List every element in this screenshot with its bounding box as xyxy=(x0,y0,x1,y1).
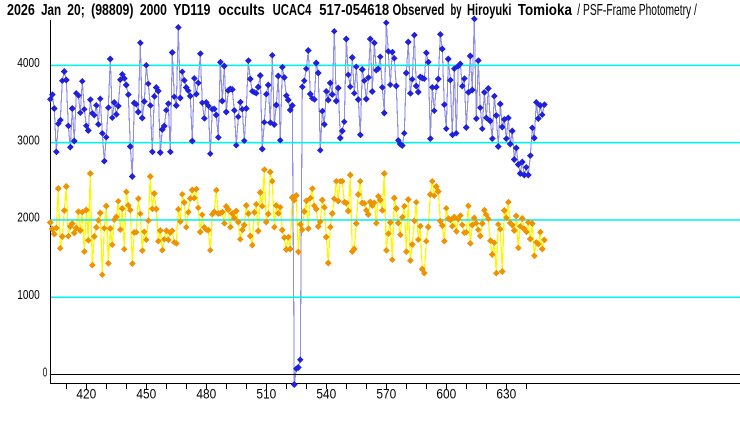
svg-text:(98809): (98809) xyxy=(91,2,133,19)
svg-text:570: 570 xyxy=(376,386,396,401)
svg-text:20;: 20; xyxy=(67,2,84,19)
svg-text:420: 420 xyxy=(76,386,96,401)
svg-text:450: 450 xyxy=(136,386,156,401)
svg-text:Tomioka: Tomioka xyxy=(518,2,572,19)
svg-text:480: 480 xyxy=(196,386,216,401)
svg-text:4000: 4000 xyxy=(17,55,39,70)
svg-text:517-054618: 517-054618 xyxy=(319,2,389,19)
svg-text:1000: 1000 xyxy=(17,287,39,302)
svg-text:occults: occults xyxy=(218,2,265,19)
svg-text:Hiroyuki: Hiroyuki xyxy=(467,2,511,19)
svg-text:2000: 2000 xyxy=(17,210,39,225)
svg-text:/ PSF-Frame Photometry /: / PSF-Frame Photometry / xyxy=(577,2,697,19)
svg-text:Jan: Jan xyxy=(41,2,61,19)
svg-text:600: 600 xyxy=(436,386,456,401)
svg-text:510: 510 xyxy=(256,386,276,401)
svg-text:2000: 2000 xyxy=(140,2,167,19)
svg-text:Observed: Observed xyxy=(393,2,445,19)
svg-text:YD119: YD119 xyxy=(173,2,210,19)
svg-text:630: 630 xyxy=(496,386,516,401)
svg-text:by: by xyxy=(451,2,462,19)
svg-text:540: 540 xyxy=(316,386,336,401)
svg-text:2026: 2026 xyxy=(7,2,35,19)
svg-text:0: 0 xyxy=(43,365,48,380)
svg-text:UCAC4: UCAC4 xyxy=(273,2,312,19)
svg-text:3000: 3000 xyxy=(17,132,39,147)
